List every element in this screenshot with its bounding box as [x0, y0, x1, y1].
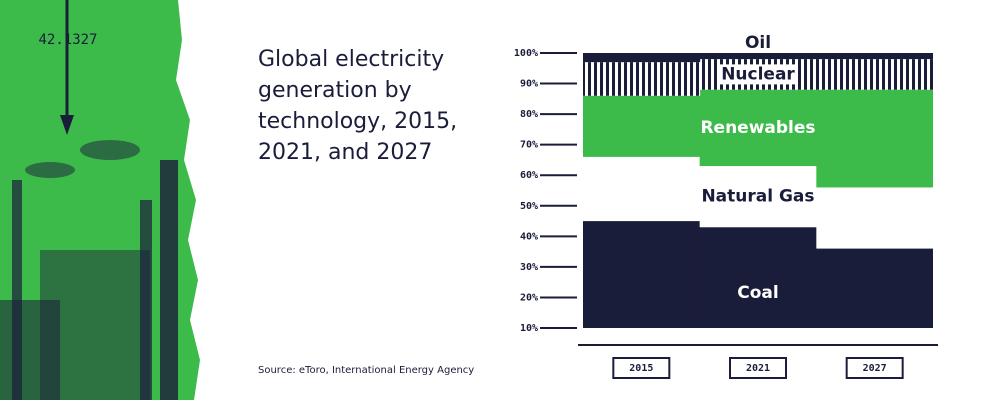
illustration-text: 42.1327 — [38, 32, 97, 48]
bar-segment — [583, 95, 701, 157]
title-line: 2021, and 2027 — [258, 140, 432, 165]
title-line: technology, 2015, — [258, 109, 457, 134]
y-tick-label: 50% — [520, 201, 538, 212]
bar-segment — [816, 89, 933, 188]
bar-segment — [699, 166, 817, 228]
y-tick-label: 60% — [520, 170, 538, 181]
series-label: Natural Gas — [701, 187, 814, 207]
bar-segment — [583, 221, 701, 328]
bar-segment — [816, 248, 933, 328]
label-bg — [720, 64, 796, 85]
bar-segment — [699, 89, 817, 167]
chart-title: Global electricity generation by technolog… — [258, 47, 457, 165]
x-label-box — [845, 357, 904, 379]
plot — [583, 53, 933, 328]
bar-segment — [583, 62, 701, 96]
x-tick-label: 2015 — [629, 363, 653, 374]
y-tick-label: 40% — [520, 231, 538, 242]
y-tick-label: 20% — [520, 292, 538, 303]
y-tick-label: 80% — [520, 109, 538, 120]
y-tick-label: 70% — [520, 140, 538, 151]
y-tick-label: 10% — [520, 323, 538, 334]
title-line: generation by — [258, 78, 412, 103]
x-tick-label: 2021 — [746, 363, 770, 374]
title-line: Global electricity — [258, 47, 444, 72]
illustration: 42.1327 — [0, 0, 200, 400]
y-tick-label: 90% — [520, 79, 538, 90]
y-tick-label: 100% — [514, 48, 538, 59]
series-label: Renewables — [700, 118, 815, 138]
y-tick-label: 30% — [520, 262, 538, 273]
series-label: Nuclear — [721, 64, 795, 84]
x-label-box — [612, 357, 671, 379]
bar-segment — [583, 156, 701, 222]
x-tick-label: 2027 — [863, 363, 887, 374]
bar-segment — [816, 59, 933, 90]
bar-segment — [816, 187, 933, 249]
bar-segment — [583, 53, 701, 63]
series-label: Oil — [745, 33, 771, 53]
x-label-box — [729, 357, 787, 379]
bar-segment — [816, 53, 933, 60]
bar-segment — [699, 53, 817, 60]
series-label: Coal — [737, 283, 778, 303]
source: Source: eToro, International Energy Agen… — [258, 365, 474, 376]
bar-segment — [699, 227, 817, 328]
